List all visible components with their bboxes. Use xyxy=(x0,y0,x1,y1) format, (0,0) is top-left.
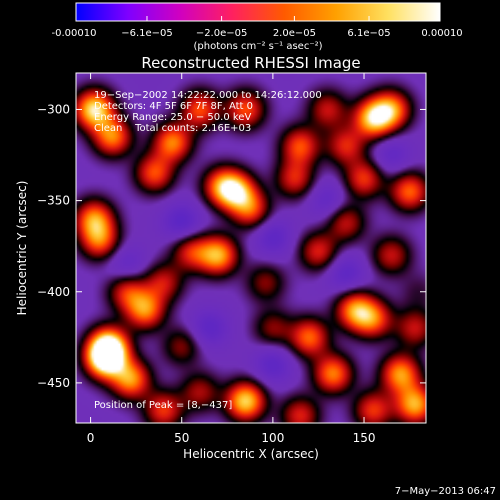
x-tick-label: 0 xyxy=(87,431,95,445)
annotation-clean: Clean Total counts: 2.16E+03 xyxy=(94,123,251,134)
y-tick-label: −300 xyxy=(37,102,70,116)
y-tick-label: −450 xyxy=(37,376,70,390)
colorbar-tick-label: 6.1e−05 xyxy=(347,28,390,39)
colorbar-unit-label: (photons cm⁻² s⁻¹ asec⁻²) xyxy=(193,41,322,52)
annotations: 19−Sep−2002 14:22:22.000 to 14:26:12.000… xyxy=(94,90,322,411)
colorbar: -0.00010 −6.1e−05 −2.0e−05 2.0e−05 6.1e−05 0.… xyxy=(52,2,463,52)
colorbar-ticks: -0.00010 −6.1e−05 −2.0e−05 2.0e−05 6.1e−05 0.… xyxy=(52,16,463,39)
footer-timestamp: 7−May−2013 06:47 xyxy=(395,486,496,497)
x-axis-label: Heliocentric X (arcsec) xyxy=(183,447,319,461)
y-tick-label: −400 xyxy=(37,285,70,299)
y-tick-label: −350 xyxy=(37,194,70,208)
annotation-energy: Energy Range: 25.0 − 50.0 keV xyxy=(94,112,251,123)
y-axis-ticks: −300 −350 −400 −450 xyxy=(37,102,426,390)
colorbar-tick-label: 0.00010 xyxy=(421,28,462,39)
colorbar-tick-label: 2.0e−05 xyxy=(273,28,316,39)
annotation-peak: Position of Peak = [8,−437] xyxy=(94,400,232,411)
plot-area xyxy=(76,73,426,423)
x-tick-label: 100 xyxy=(261,431,284,445)
colorbar-tick-label: -0.00010 xyxy=(52,28,97,39)
colorbar-tick-label: −6.1e−05 xyxy=(121,28,173,39)
plot-frame xyxy=(75,72,427,424)
y-axis-label: Heliocentric Y (arcsec) xyxy=(15,181,29,316)
annotation-detectors: Detectors: 4F 5F 6F 7F 8F, Att 0 xyxy=(94,101,253,112)
x-tick-label: 50 xyxy=(174,431,189,445)
annotation-time: 19−Sep−2002 14:22:22.000 to 14:26:12.000 xyxy=(94,90,322,101)
x-tick-label: 150 xyxy=(353,431,376,445)
heatmap-image xyxy=(76,73,426,423)
x-axis-ticks: 0 50 100 150 xyxy=(87,73,376,445)
colorbar-tick-label: −2.0e−05 xyxy=(196,28,248,39)
chart-title: Reconstructed RHESSI Image xyxy=(141,54,360,72)
colorbar-gradient xyxy=(75,2,441,22)
